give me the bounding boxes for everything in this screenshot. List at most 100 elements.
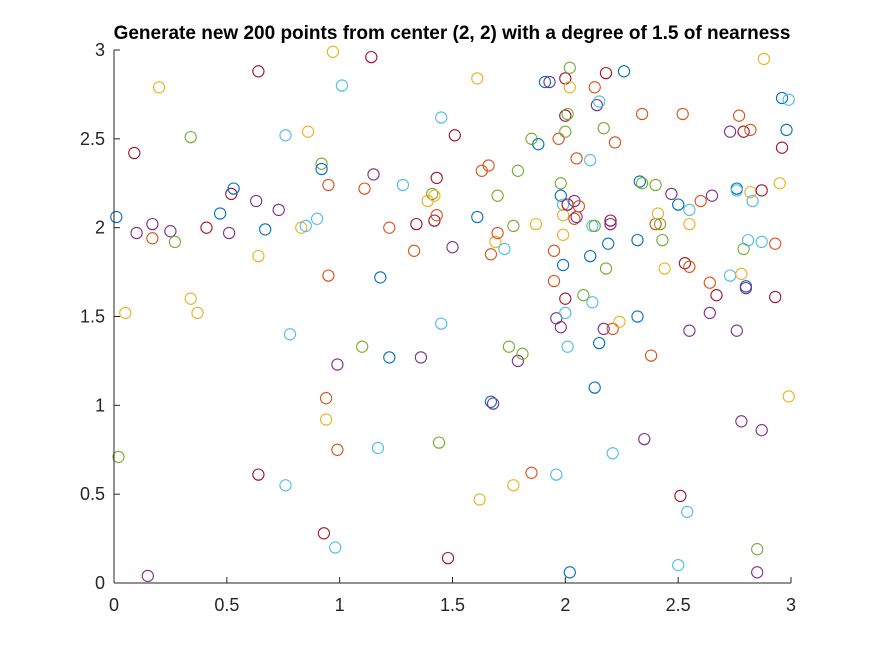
data-point <box>755 424 768 437</box>
data-point <box>658 262 671 275</box>
data-point <box>775 141 789 154</box>
data-point <box>703 306 716 320</box>
data-point <box>529 217 543 231</box>
data-point <box>577 289 590 302</box>
data-point <box>331 443 344 456</box>
plot-background <box>114 50 791 583</box>
data-point <box>315 162 328 176</box>
data-point <box>635 107 649 121</box>
x-tick-label: 2.5 <box>666 595 691 615</box>
data-point <box>588 219 601 233</box>
data-point <box>597 322 610 336</box>
data-point <box>432 436 446 449</box>
data-point <box>322 269 335 282</box>
data-point <box>755 184 768 197</box>
data-point <box>319 392 333 405</box>
y-tick-label: 2 <box>95 218 105 238</box>
data-point <box>550 468 563 481</box>
data-point <box>200 221 213 234</box>
data-point <box>184 292 197 305</box>
data-point <box>554 189 567 202</box>
data-point <box>507 479 520 492</box>
y-tick-label: 2.5 <box>80 129 105 149</box>
data-point <box>563 61 576 74</box>
data-point <box>683 260 696 273</box>
data-point <box>780 123 793 137</box>
x-tick-label: 3 <box>786 595 796 615</box>
data-point <box>315 157 328 170</box>
data-point <box>678 257 692 270</box>
data-point <box>259 223 272 236</box>
data-point <box>486 397 500 410</box>
data-point <box>428 214 441 227</box>
data-point <box>599 66 613 80</box>
data-point <box>732 109 746 122</box>
data-point <box>559 125 572 138</box>
data-point <box>672 559 685 572</box>
data-point <box>638 432 651 446</box>
data-point <box>681 505 694 519</box>
data-point <box>563 566 576 579</box>
data-point <box>547 274 561 288</box>
data-point <box>414 351 428 364</box>
x-tick-label: 2 <box>560 595 570 615</box>
data-point <box>146 232 159 245</box>
data-point <box>599 262 613 275</box>
data-point <box>329 541 342 554</box>
data-point <box>326 45 340 58</box>
data-point <box>556 209 570 222</box>
data-point <box>769 290 782 304</box>
data-point <box>703 276 716 289</box>
data-point <box>672 198 685 211</box>
data-point <box>471 210 484 224</box>
data-point <box>590 98 604 112</box>
data-point <box>446 241 459 254</box>
data-point <box>473 493 486 506</box>
data-point <box>407 244 421 257</box>
data-point <box>608 136 622 149</box>
data-point <box>769 237 782 250</box>
data-point <box>665 187 678 201</box>
data-point <box>775 91 789 105</box>
data-point <box>556 258 570 272</box>
data-point <box>511 164 525 177</box>
data-point <box>317 527 331 540</box>
data-point <box>597 122 610 135</box>
data-point <box>649 178 662 192</box>
data-point <box>279 479 292 492</box>
data-point <box>525 466 538 479</box>
data-point <box>272 203 285 217</box>
data-point <box>532 138 545 151</box>
data-point <box>543 75 556 89</box>
data-point <box>538 75 552 89</box>
y-tick-label: 3 <box>95 40 105 60</box>
x-tick-label: 1.5 <box>440 595 465 615</box>
y-tick-label: 0.5 <box>80 484 105 504</box>
data-point <box>683 217 696 231</box>
points-layer <box>110 45 795 583</box>
data-point <box>319 413 333 426</box>
data-point <box>168 235 182 249</box>
data-point <box>683 203 696 217</box>
data-point <box>227 182 240 195</box>
data-point <box>730 184 743 197</box>
data-point <box>410 217 423 231</box>
data-point <box>356 340 369 353</box>
data-point <box>335 79 349 92</box>
data-point <box>471 72 484 85</box>
data-point <box>782 390 795 403</box>
data-point <box>584 154 597 167</box>
data-point <box>371 441 385 455</box>
data-point <box>426 187 439 201</box>
data-point <box>561 340 574 353</box>
data-point <box>502 340 516 353</box>
data-point <box>184 130 197 144</box>
x-tick-label: 0 <box>109 595 119 615</box>
data-point <box>552 132 565 145</box>
data-point <box>430 171 443 185</box>
data-point <box>128 146 141 160</box>
data-point <box>683 324 696 337</box>
data-point <box>559 292 572 305</box>
y-tick-label: 1.5 <box>80 307 105 327</box>
data-point <box>617 65 631 78</box>
